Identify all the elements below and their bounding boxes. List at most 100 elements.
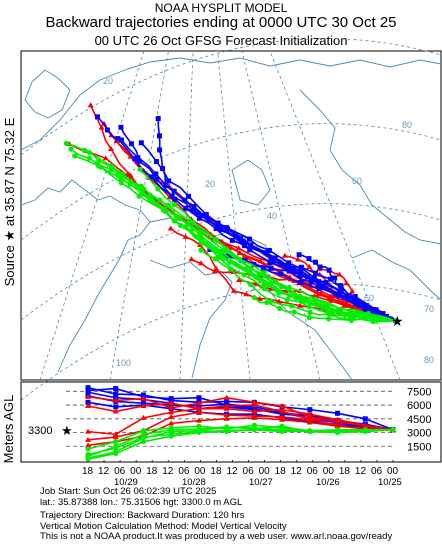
blue-trajectory-point bbox=[171, 188, 177, 194]
blue-trajectory-point bbox=[155, 116, 161, 122]
red-height-point bbox=[279, 413, 286, 419]
green-height-point bbox=[251, 427, 257, 433]
chart-title: Backward trajectories ending at 0000 UTC… bbox=[45, 14, 397, 31]
red-height-point bbox=[195, 405, 202, 411]
red-height-point bbox=[306, 419, 313, 425]
blue-trajectory-point bbox=[312, 270, 318, 276]
blue-trajectory-point bbox=[326, 267, 332, 273]
grid-label: 20 bbox=[205, 179, 215, 189]
map-frame bbox=[20, 50, 442, 381]
x-hour-tick-label: 00 bbox=[194, 466, 206, 477]
blue-trajectory-point bbox=[298, 264, 304, 270]
red-height-line bbox=[87, 411, 394, 441]
blue-trajectory-point bbox=[215, 220, 221, 226]
green-trajectory-point bbox=[118, 180, 124, 186]
longitude-line bbox=[109, 50, 169, 381]
blue-trajectory-point bbox=[286, 264, 292, 270]
x-date-tick-label: 10/26 bbox=[316, 477, 340, 488]
green-trajectory-10 bbox=[98, 164, 399, 324]
blue-trajectory-point bbox=[191, 204, 197, 210]
green-trajectory-point bbox=[203, 241, 210, 247]
green-height-point bbox=[279, 427, 285, 433]
x-hour-tick-label: 06 bbox=[371, 466, 383, 477]
green-trajectory-point bbox=[212, 256, 218, 262]
red-height-point bbox=[85, 436, 91, 442]
blue-trajectory-point bbox=[298, 280, 304, 286]
grid-label: 40 bbox=[267, 211, 277, 221]
red-trajectory-point bbox=[343, 280, 350, 286]
red-trajectory-point bbox=[349, 288, 356, 294]
red-height-point bbox=[168, 409, 175, 415]
green-height-point bbox=[113, 451, 119, 457]
longitude-line bbox=[217, 50, 251, 381]
green-trajectory-point bbox=[72, 153, 78, 159]
x-hour-tick-label: 00 bbox=[130, 466, 142, 477]
red-height-point bbox=[251, 399, 258, 405]
green-trajectory-point bbox=[247, 281, 254, 288]
job-location: lat.: 35.87388 lon.: 75.31506 hgt: 3300.… bbox=[40, 496, 243, 508]
blue-trajectory-point bbox=[224, 225, 230, 231]
green-height-point bbox=[140, 434, 146, 440]
map-background: 20 20 40 60 80 60 70 80 100 bbox=[20, 38, 442, 401]
blue-trajectory-point bbox=[332, 275, 338, 281]
blue-trajectory-point bbox=[153, 159, 159, 165]
blue-trajectory-point bbox=[362, 306, 368, 312]
red-height-point bbox=[168, 413, 175, 419]
grid-label: 60 bbox=[364, 293, 374, 303]
source-height-label: 3300 bbox=[28, 425, 52, 437]
blue-trajectory-point bbox=[156, 133, 162, 139]
latitude-line bbox=[20, 123, 442, 241]
green-trajectory-point bbox=[63, 140, 69, 146]
blue-trajectory-point bbox=[337, 288, 343, 294]
coastline bbox=[351, 249, 442, 301]
red-height-point bbox=[223, 402, 230, 408]
blue-trajectory-point bbox=[312, 259, 318, 265]
green-trajectory-point bbox=[325, 304, 331, 311]
red-height-point bbox=[251, 402, 258, 408]
x-date-tick-label: 10/28 bbox=[182, 477, 206, 488]
blue-trajectory-point bbox=[183, 205, 189, 211]
green-trajectory-point bbox=[284, 297, 290, 303]
blue-trajectory-point bbox=[287, 268, 293, 274]
blue-trajectory-point bbox=[213, 226, 219, 232]
x-hour-tick-label: 06 bbox=[307, 466, 319, 477]
x-hour-tick-label: 12 bbox=[226, 466, 238, 477]
forecast-subtitle: 00 UTC 26 Oct GFSG Forecast Initializati… bbox=[94, 33, 348, 48]
green-height-point bbox=[85, 452, 91, 458]
red-height-point bbox=[223, 415, 230, 421]
grid-label: 100 bbox=[116, 358, 131, 368]
blue-trajectory-point bbox=[246, 236, 252, 242]
green-trajectory-point bbox=[370, 318, 376, 325]
height-frame bbox=[20, 381, 442, 463]
red-trajectory-point bbox=[182, 233, 189, 239]
blue-height-point bbox=[85, 389, 91, 395]
green-trajectory-point bbox=[279, 283, 285, 290]
x-hour-tick-label: 00 bbox=[323, 466, 335, 477]
red-height-point bbox=[251, 408, 258, 414]
green-trajectory-point bbox=[68, 146, 74, 152]
job-disclaimer: This is not a NOAA product.It was produc… bbox=[40, 531, 393, 542]
blue-trajectory-point bbox=[132, 156, 138, 162]
red-height-point bbox=[168, 420, 175, 426]
red-trajectory-point bbox=[102, 155, 109, 161]
green-trajectory-point bbox=[326, 316, 332, 322]
red-trajectory-point bbox=[108, 145, 115, 151]
blue-height-point bbox=[196, 395, 202, 401]
blue-trajectory-point bbox=[380, 311, 386, 317]
green-trajectory-point bbox=[306, 303, 312, 310]
blue-trajectory-point bbox=[317, 264, 323, 270]
grid-label: 20 bbox=[103, 76, 113, 86]
red-height-point bbox=[306, 411, 313, 417]
blue-trajectory-point bbox=[166, 178, 172, 184]
blue-trajectory-point bbox=[268, 256, 274, 262]
red-height-point bbox=[279, 406, 286, 412]
green-trajectory-point bbox=[233, 254, 239, 260]
x-date-tick-label: 10/25 bbox=[378, 477, 402, 488]
grid-label: 80 bbox=[424, 355, 434, 365]
red-trajectory-point bbox=[241, 252, 248, 258]
blue-trajectory-point bbox=[298, 268, 304, 274]
red-height-point bbox=[223, 394, 230, 400]
x-hour-tick-label: 06 bbox=[243, 466, 255, 477]
job-info: Job Start: Sun Oct 26 06:02:39 UTC 2025 … bbox=[40, 486, 393, 543]
